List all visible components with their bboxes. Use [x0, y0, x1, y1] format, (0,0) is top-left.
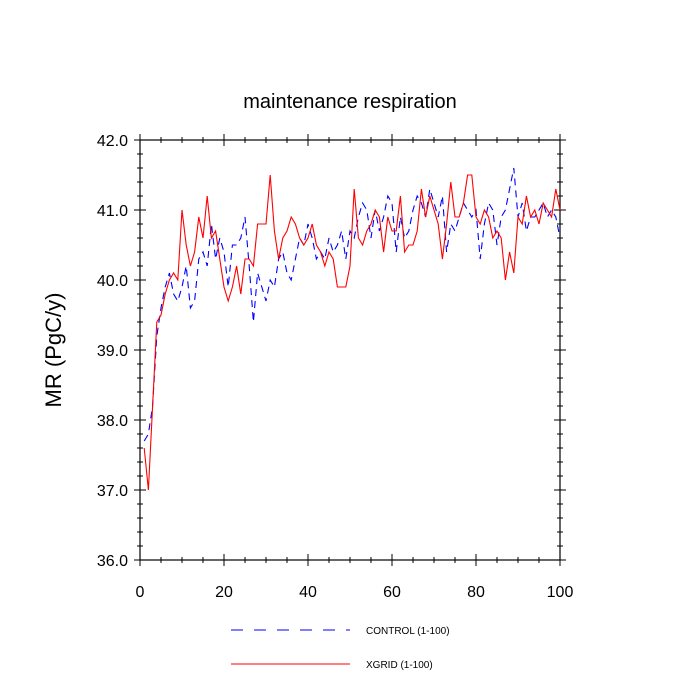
y-tick-label: 42.0: [97, 133, 128, 150]
x-tick-label: 40: [299, 584, 317, 601]
series-line-control: [143, 167, 561, 442]
y-tick-label: 36.0: [97, 553, 128, 570]
y-tick-label: 39.0: [97, 343, 128, 360]
legend-label-control: CONTROL (1-100): [366, 626, 450, 637]
chart-title: maintenance respiration: [243, 91, 456, 113]
plot-frame: [139, 139, 561, 561]
y-tick-label: 37.0: [97, 483, 128, 500]
legend-label-xgrid: XGRID (1-100): [366, 660, 433, 671]
x-tick-label: 100: [547, 584, 574, 601]
legend: CONTROL (1-100) XGRID (1-100): [231, 626, 450, 671]
series-line-xgrid: [143, 174, 561, 491]
x-tick-label: 80: [467, 584, 485, 601]
y-tick-label: 41.0: [97, 203, 128, 220]
y-tick-label: 40.0: [97, 273, 128, 290]
y-tick-label: 38.0: [97, 413, 128, 430]
series-group: [143, 167, 561, 491]
y-axis-label: MR (PgC/y): [41, 293, 66, 408]
x-tick-label: 60: [383, 584, 401, 601]
axes: 0 20 40 60 80 100 36.0 37.0 38.0 39.0 40.0 41.0 42.0: [97, 133, 574, 601]
x-tick-label: 20: [215, 584, 233, 601]
x-tick-label: 0: [136, 584, 145, 601]
